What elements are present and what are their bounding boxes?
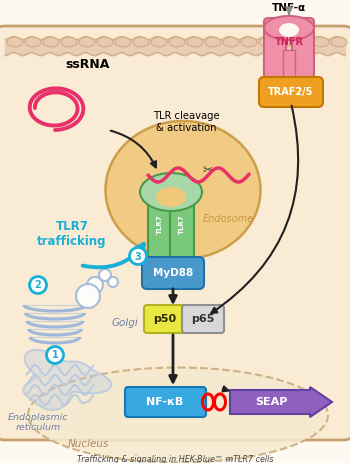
Ellipse shape (43, 37, 59, 47)
Ellipse shape (241, 37, 257, 47)
Ellipse shape (61, 37, 77, 47)
Ellipse shape (25, 37, 41, 47)
Ellipse shape (295, 37, 311, 47)
Text: 1: 1 (52, 350, 58, 361)
Text: reticulum: reticulum (15, 423, 61, 432)
Text: SEAP: SEAP (255, 397, 287, 407)
Text: MyD88: MyD88 (153, 268, 193, 278)
FancyBboxPatch shape (259, 77, 323, 107)
Text: TLR cleavage
& activation: TLR cleavage & activation (153, 111, 219, 133)
Ellipse shape (140, 173, 202, 211)
FancyArrow shape (230, 387, 332, 417)
Text: 2: 2 (35, 281, 41, 290)
Text: Nucleus: Nucleus (68, 439, 109, 449)
Text: ssRNA: ssRNA (66, 58, 110, 71)
Text: p50: p50 (153, 314, 176, 324)
FancyBboxPatch shape (0, 26, 350, 440)
Text: TNF-α: TNF-α (272, 3, 306, 13)
Polygon shape (23, 350, 111, 410)
Text: Endosome: Endosome (202, 214, 253, 224)
Circle shape (76, 284, 100, 308)
FancyBboxPatch shape (125, 387, 206, 417)
Text: TLR7: TLR7 (179, 214, 185, 234)
Ellipse shape (279, 23, 299, 37)
Ellipse shape (205, 37, 221, 47)
Ellipse shape (7, 37, 23, 47)
FancyBboxPatch shape (148, 188, 172, 260)
FancyBboxPatch shape (170, 188, 194, 260)
Circle shape (87, 277, 103, 293)
Text: ✂: ✂ (203, 163, 213, 176)
FancyBboxPatch shape (292, 18, 314, 78)
Ellipse shape (264, 16, 314, 40)
Ellipse shape (259, 37, 275, 47)
Text: Endoplasmic: Endoplasmic (8, 413, 68, 422)
Ellipse shape (187, 37, 203, 47)
Ellipse shape (151, 37, 167, 47)
Ellipse shape (313, 37, 329, 47)
Ellipse shape (115, 37, 131, 47)
Text: p65: p65 (191, 314, 215, 324)
Ellipse shape (79, 37, 95, 47)
Ellipse shape (156, 187, 186, 207)
Ellipse shape (28, 368, 328, 463)
Ellipse shape (105, 121, 260, 259)
FancyBboxPatch shape (144, 305, 186, 333)
Circle shape (130, 248, 147, 264)
Text: Golgi: Golgi (112, 318, 139, 328)
Ellipse shape (331, 37, 347, 47)
Text: TLR7: TLR7 (157, 214, 163, 234)
Circle shape (29, 276, 47, 294)
Text: TLR7
trafficking: TLR7 trafficking (37, 220, 107, 248)
FancyBboxPatch shape (264, 18, 286, 78)
FancyBboxPatch shape (182, 305, 224, 333)
Ellipse shape (169, 37, 185, 47)
Circle shape (47, 346, 63, 363)
Ellipse shape (133, 37, 149, 47)
Ellipse shape (277, 37, 293, 47)
Text: TNFR: TNFR (274, 37, 303, 47)
Bar (283, 50, 295, 85)
Ellipse shape (223, 37, 239, 47)
Text: Trafficking & signaling in HEK-Blue™ mTLR7 cells: Trafficking & signaling in HEK-Blue™ mTL… (77, 456, 273, 463)
Circle shape (99, 269, 111, 281)
FancyBboxPatch shape (142, 257, 204, 289)
Circle shape (108, 277, 118, 287)
Text: TRAF2/5: TRAF2/5 (268, 87, 314, 97)
Text: 3: 3 (135, 251, 141, 262)
Ellipse shape (97, 37, 113, 47)
Text: NF-κB: NF-κB (146, 397, 184, 407)
